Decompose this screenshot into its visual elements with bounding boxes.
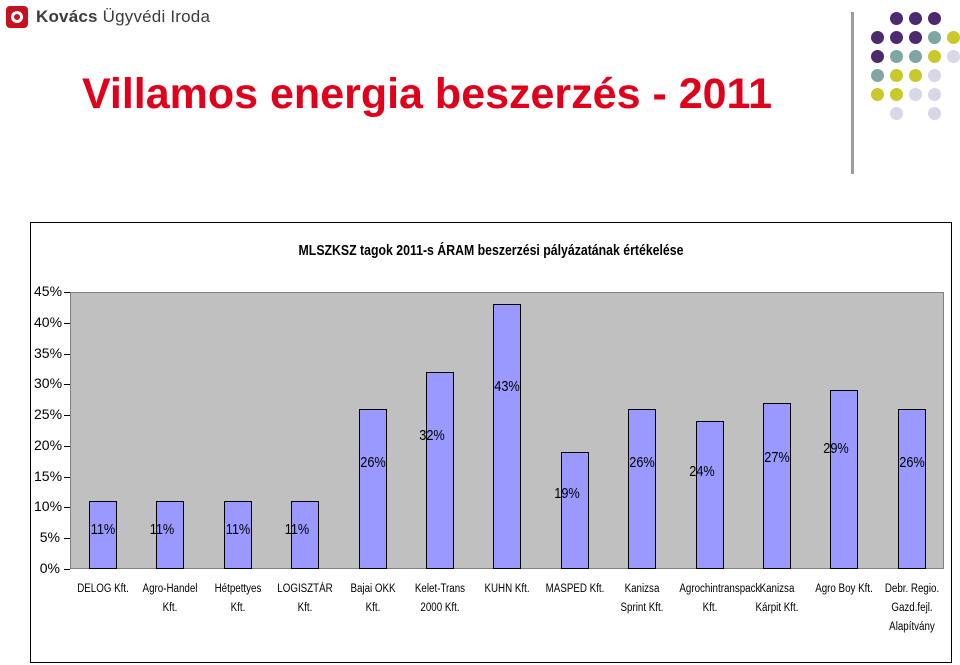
- y-tick-label: 20%: [34, 436, 63, 453]
- company-logo: Kovács Ügyvédi Iroda: [6, 4, 210, 30]
- bar: [156, 501, 185, 569]
- y-tick-label: 45%: [34, 283, 63, 299]
- decorative-dot: [871, 50, 884, 63]
- decorative-dot: [909, 50, 922, 63]
- data-label: 11%: [90, 521, 116, 538]
- y-tick-mark: [64, 353, 70, 355]
- decorative-dot: [890, 88, 903, 101]
- decorative-dot: [928, 50, 941, 63]
- x-tick-label: Agro Boy Kft.: [815, 583, 874, 595]
- decorative-dot: [909, 12, 922, 25]
- chart-title: MLSZKSZ tagok 2011-s ÁRAM beszerzési pál…: [298, 242, 684, 259]
- y-tick-mark: [64, 384, 70, 386]
- x-tick-label: Bajai OKK Kft.: [350, 583, 396, 614]
- y-tick-mark: [64, 415, 70, 417]
- decorative-dot: [909, 69, 922, 82]
- y-tick-label: 15%: [34, 467, 63, 484]
- data-label: 24%: [688, 462, 715, 480]
- decorative-dot: [871, 69, 884, 82]
- bar: [560, 452, 589, 569]
- y-tick-label: 40%: [34, 313, 63, 330]
- decorative-dot: [890, 50, 903, 63]
- y-tick-label: 10%: [34, 498, 63, 515]
- decorative-dot: [890, 107, 903, 120]
- x-tick-label: KUHN Kft.: [484, 583, 530, 595]
- x-tick-label: LOGISZTÁR Kft.: [277, 583, 333, 614]
- decorative-dot: [890, 31, 903, 44]
- logo-text: Kovács Ügyvédi Iroda: [36, 7, 211, 26]
- data-label: 29%: [823, 440, 850, 458]
- y-tick-label: 5%: [39, 529, 60, 546]
- x-tick-label: DELOG Kft.: [77, 583, 129, 595]
- logo-mark-icon: [6, 6, 28, 28]
- y-tick-label: 35%: [34, 344, 63, 361]
- decorative-dot: [947, 31, 960, 44]
- x-tick-label: Hétpettyes Kft.: [214, 583, 262, 614]
- bar: [897, 408, 926, 569]
- y-tick-mark: [64, 476, 70, 478]
- data-label: 43%: [494, 378, 521, 396]
- bar: [223, 501, 252, 569]
- decorative-dot: [871, 88, 884, 101]
- y-tick-label: 0%: [39, 560, 60, 576]
- bar: [830, 390, 859, 569]
- data-label: 19%: [554, 484, 580, 502]
- decorative-dot: [947, 50, 960, 63]
- x-tick-label: Kanizsa Sprint Kft.: [620, 583, 664, 614]
- y-tick-mark: [64, 292, 70, 293]
- x-tick-label: Debr. Regio. Gazd.fejl. Alapítvány: [884, 583, 939, 633]
- x-tick-label: MASPED Kft.: [545, 583, 605, 595]
- x-tick-label: Kelet-Trans 2000 Kft.: [414, 583, 466, 614]
- x-tick-label: Kanizsa Kárpit Kft.: [755, 583, 799, 614]
- decorative-dot: [928, 12, 941, 25]
- data-label: 32%: [419, 427, 445, 445]
- decorative-dot: [909, 31, 922, 44]
- data-label: 27%: [764, 449, 790, 467]
- bar: [493, 304, 522, 569]
- bar: [358, 408, 387, 569]
- x-tick-label: Agro-Handel Kft.: [142, 583, 198, 614]
- y-tick-mark: [64, 569, 70, 570]
- decorative-dot: [890, 12, 903, 25]
- decorative-dot: [928, 31, 941, 44]
- bar: [426, 372, 454, 569]
- data-label: 26%: [629, 453, 655, 471]
- data-label: 11%: [150, 521, 175, 538]
- data-label: 26%: [359, 453, 386, 471]
- y-tick-mark: [64, 322, 70, 324]
- decorative-dot: [909, 88, 922, 101]
- decorative-dot: [928, 69, 941, 82]
- slide-title: Villamos energia beszerzés - 2011: [82, 70, 772, 118]
- decorative-dot: [928, 107, 941, 120]
- bar: [628, 408, 657, 569]
- y-tick-mark: [64, 538, 70, 540]
- y-tick-mark: [64, 445, 70, 447]
- y-tick-label: 25%: [34, 406, 63, 423]
- bar: [89, 501, 117, 569]
- decorative-dot: [928, 88, 941, 101]
- bar: [291, 501, 320, 569]
- decorative-dot: [890, 69, 903, 82]
- data-label: 11%: [225, 521, 251, 538]
- x-tick-label: Agrochintranspack Kft.: [678, 583, 760, 614]
- data-label: 26%: [899, 453, 925, 471]
- y-tick-label: 30%: [34, 375, 63, 392]
- bar: [695, 421, 724, 569]
- decorative-dot: [871, 31, 884, 44]
- bar: [763, 402, 791, 569]
- data-label: 11%: [284, 521, 310, 538]
- y-tick-mark: [64, 507, 70, 509]
- decorative-divider: [851, 12, 854, 174]
